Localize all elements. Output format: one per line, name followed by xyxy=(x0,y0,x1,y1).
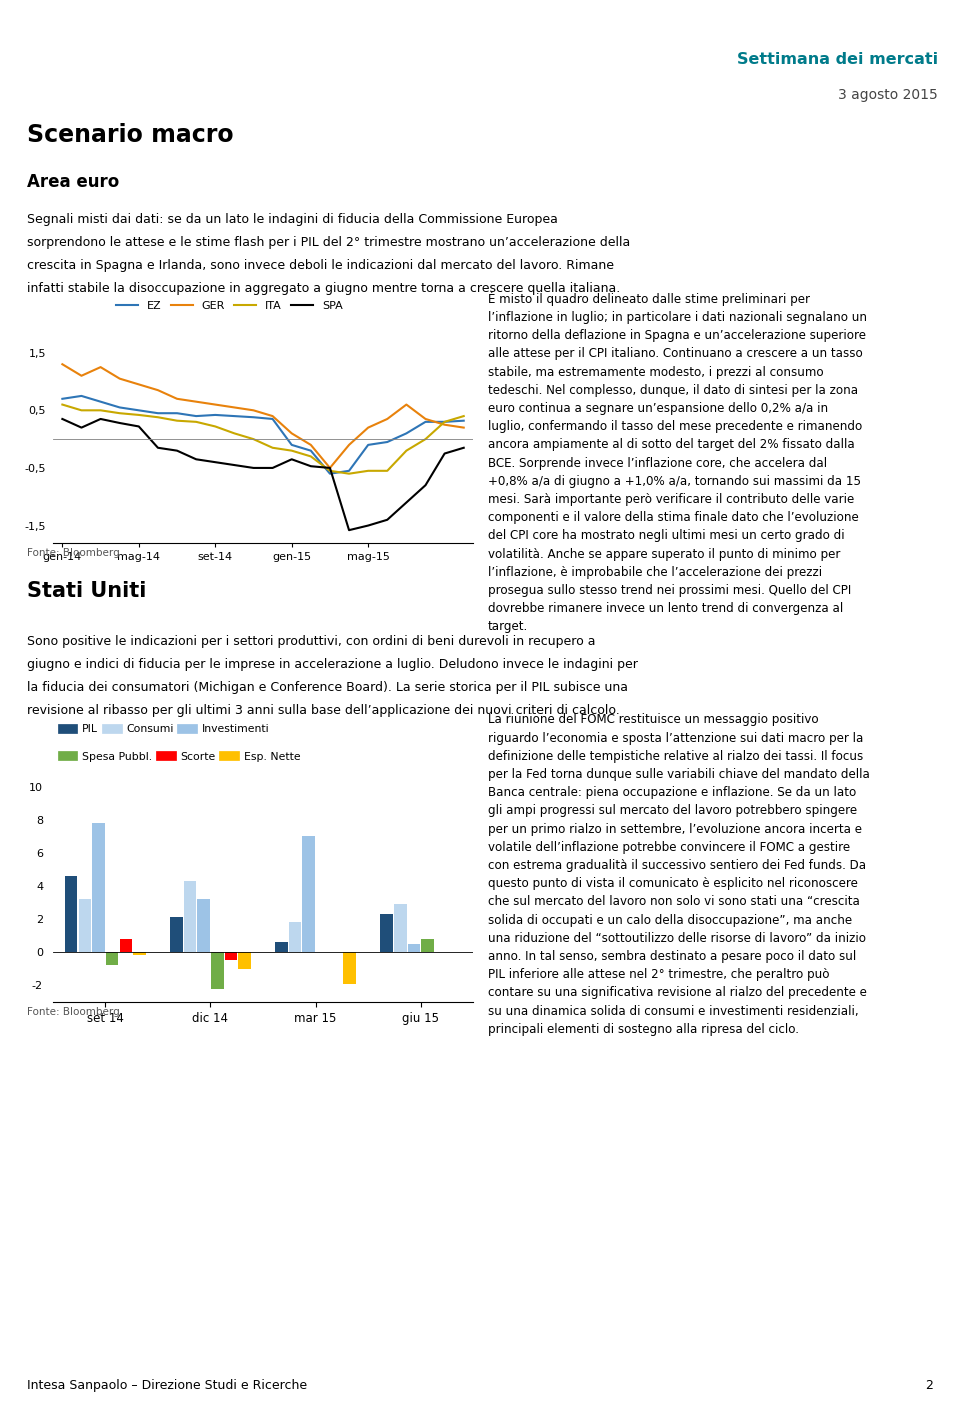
Text: Fonte: Bloomberg: Fonte: Bloomberg xyxy=(27,1006,120,1017)
Bar xyxy=(289,922,301,952)
Bar xyxy=(65,877,78,952)
Bar xyxy=(225,952,237,961)
Bar xyxy=(183,881,196,952)
Bar xyxy=(408,944,420,952)
Text: Sono positive le indicazioni per i settori produttivi, con ordini di beni durevo: Sono positive le indicazioni per i setto… xyxy=(27,635,595,648)
Bar xyxy=(344,952,356,983)
Text: PIL: tasso di crescita e dettaglio delle componenti (%, t/t
annualizzato): PIL: tasso di crescita e dettaglio delle… xyxy=(33,730,380,753)
Bar xyxy=(302,837,315,952)
Text: Inflazione: indici nazionali e dati aggregati a confronto: Inflazione: indici nazionali e dati aggr… xyxy=(33,307,369,317)
Text: Settimana dei mercati: Settimana dei mercati xyxy=(736,53,938,67)
Text: sorprendono le attese e le stime flash per i PIL del 2° trimestre mostrano un’ac: sorprendono le attese e le stime flash p… xyxy=(27,236,630,249)
Bar xyxy=(106,952,118,965)
Bar xyxy=(198,899,210,952)
Bar xyxy=(238,952,251,969)
Text: Scenario macro: Scenario macro xyxy=(27,122,233,146)
Text: crescita in Spagna e Irlanda, sono invece deboli le indicazioni dal mercato del : crescita in Spagna e Irlanda, sono invec… xyxy=(27,259,613,273)
Text: 3 agosto 2015: 3 agosto 2015 xyxy=(838,88,938,102)
Text: infatti stabile la disoccupazione in aggregato a giugno mentre torna a crescere : infatti stabile la disoccupazione in agg… xyxy=(27,283,620,296)
Bar xyxy=(211,952,224,989)
Bar xyxy=(133,952,146,955)
Text: revisione al ribasso per gli ultimi 3 anni sulla base dell’applicazione dei nuov: revisione al ribasso per gli ultimi 3 an… xyxy=(27,705,619,718)
Text: 2: 2 xyxy=(925,1378,933,1393)
Text: Area euro: Area euro xyxy=(27,173,119,192)
Bar xyxy=(394,904,406,952)
Text: È misto il quadro delineato dalle stime preliminari per
l’inflazione in luglio; : È misto il quadro delineato dalle stime … xyxy=(488,291,867,634)
Text: Segnali misti dai dati: se da un lato le indagini di fiducia della Commissione E: Segnali misti dai dati: se da un lato le… xyxy=(27,213,558,226)
Text: La riunione del FOMC restituisce un messaggio positivo
riguardo l’economia e spo: La riunione del FOMC restituisce un mess… xyxy=(488,713,870,1036)
Text: la fiducia dei consumatori (Michigan e Conference Board). La serie storica per i: la fiducia dei consumatori (Michigan e C… xyxy=(27,681,628,695)
Text: giugno e indici di fiducia per le imprese in accelerazione a luglio. Deludono in: giugno e indici di fiducia per le impres… xyxy=(27,658,637,671)
Bar xyxy=(120,939,132,952)
Bar xyxy=(421,939,434,952)
Bar xyxy=(380,914,393,952)
Legend: Spesa Pubbl., Scorte, Esp. Nette: Spesa Pubbl., Scorte, Esp. Nette xyxy=(59,747,304,766)
Bar xyxy=(170,918,182,952)
Text: Fonte: Bloomberg: Fonte: Bloomberg xyxy=(27,547,120,558)
Text: Stati Uniti: Stati Uniti xyxy=(27,581,146,601)
Text: Intesa Sanpaolo – Direzione Studi e Ricerche: Intesa Sanpaolo – Direzione Studi e Rice… xyxy=(27,1378,307,1393)
Bar xyxy=(79,899,91,952)
Legend: EZ, GER, ITA, SPA: EZ, GER, ITA, SPA xyxy=(111,297,348,315)
Bar xyxy=(276,942,288,952)
Bar xyxy=(92,823,105,952)
